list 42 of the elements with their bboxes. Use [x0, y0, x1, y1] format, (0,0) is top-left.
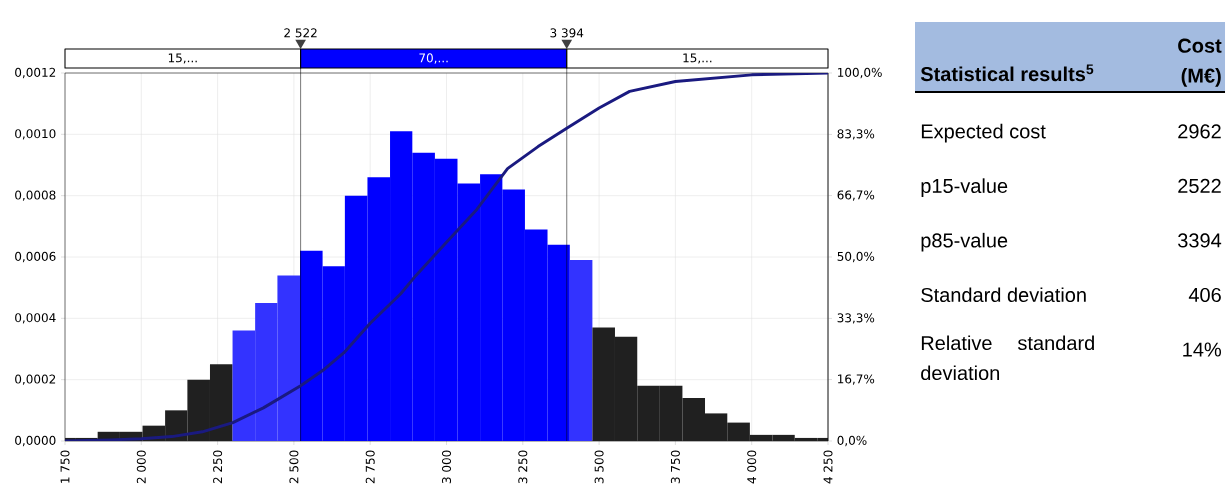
- text: 70,...: [419, 53, 448, 64]
- x-tick-label: 3 250: [518, 450, 528, 484]
- y-tick-label: 0,0012: [15, 67, 56, 79]
- y-tick-label: 0,0006: [15, 251, 56, 263]
- x-tick-label: 4 000: [747, 450, 757, 484]
- ref-line-label: 3 394: [550, 28, 584, 38]
- category-label: p85-value: [921, 232, 1008, 252]
- category-label: Expected cost: [921, 123, 1046, 143]
- text: 15,...: [683, 53, 712, 64]
- text: 3394: [1178, 233, 1222, 248]
- text: 15,...: [168, 53, 197, 64]
- y2-tick-label: 83,3%: [837, 129, 875, 140]
- category-label: Relative standard deviation: [921, 335, 1094, 381]
- y2-tick-label: 0,0%: [837, 435, 867, 447]
- ref-line-label: 2 522: [284, 28, 317, 38]
- y2-tick-label: 50,0%: [837, 251, 875, 263]
- y2-tick-label: 16,7%: [838, 374, 875, 385]
- x-tick-label: 2 250: [213, 450, 223, 484]
- x-tick-label: 4 250: [823, 450, 833, 484]
- text: 2962: [1178, 124, 1221, 139]
- y-tick-label: 0,0002: [15, 374, 56, 385]
- y-tick-label: 0,0004: [15, 313, 56, 324]
- x-tick-label: 1 750: [60, 450, 70, 483]
- y-tick-label: 0,0008: [15, 190, 56, 201]
- text: Statistical results$^{5}$: [920, 64, 1094, 82]
- y2-tick-label: 100,0%: [838, 67, 882, 79]
- y-tick-label: 0,0000: [15, 435, 56, 447]
- text: 406: [1188, 287, 1221, 303]
- text: 14%: [1183, 342, 1222, 357]
- x-tick-label: 2 000: [136, 450, 146, 484]
- y-tick-label: 0,0010: [15, 129, 56, 140]
- x-tick-label: 3 500: [594, 450, 604, 484]
- x-tick-label: 3 000: [441, 450, 452, 484]
- x-tick-label: 3 750: [670, 450, 680, 484]
- text: Cost (M€): [1178, 38, 1222, 87]
- x-tick-label: 2 500: [289, 450, 299, 484]
- y2-tick-label: 66,7%: [837, 190, 875, 201]
- category-label: p15-value: [921, 178, 1008, 197]
- y2-tick-label: 33,3%: [837, 313, 875, 324]
- x-tick-label: 2 750: [365, 450, 375, 484]
- category-label: Standard deviation: [921, 287, 1086, 303]
- text: 2522: [1178, 178, 1221, 193]
